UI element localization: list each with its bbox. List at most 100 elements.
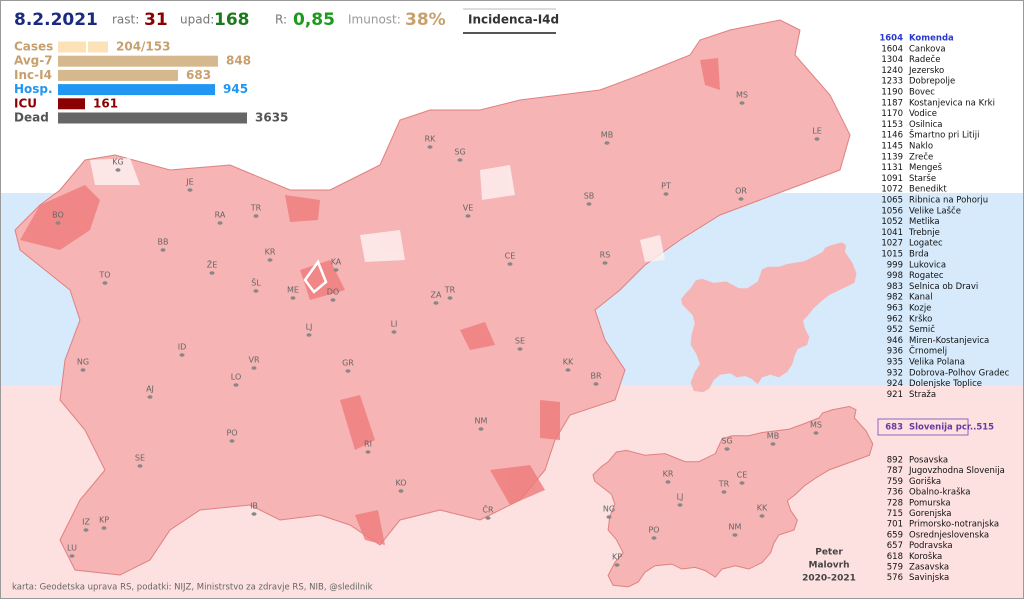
place-marker — [209, 271, 215, 275]
place-marker — [251, 512, 257, 516]
stat-bar — [58, 69, 178, 81]
list-name: Šmartno pri Litiji — [909, 129, 979, 141]
stat-label: Avg-7 — [14, 54, 53, 68]
list-name: Selnica ob Dravi — [909, 282, 978, 292]
place-marker — [770, 442, 776, 446]
list-name: Zreče — [909, 151, 933, 162]
place-marker — [814, 137, 820, 141]
list-value: 701 — [887, 520, 903, 530]
list-name: Radeče — [909, 54, 940, 65]
stat-value: 683 — [186, 68, 211, 82]
stat-bar — [58, 98, 85, 110]
place-marker — [724, 447, 730, 451]
stat-value: 3635 — [255, 111, 288, 125]
place-marker — [398, 489, 404, 493]
list-name: Velike Lašče — [909, 205, 961, 216]
list-value: 982 — [887, 293, 903, 303]
list-name: Podravska — [909, 541, 953, 551]
stat-bar — [58, 112, 247, 124]
place-label: ČR — [482, 504, 494, 515]
list-value: 1146 — [881, 131, 903, 141]
place-label: KP — [612, 553, 622, 562]
list-value: 659 — [887, 530, 903, 540]
place-label: OR — [735, 187, 747, 196]
place-marker — [721, 490, 727, 494]
place-marker — [565, 368, 571, 372]
mode: Incidenca-I4d — [468, 13, 559, 27]
place-marker — [330, 298, 336, 302]
list-name: Logatec — [909, 239, 943, 249]
place-marker — [267, 258, 273, 262]
list-value: 1052 — [881, 217, 903, 227]
list-name: Bovec — [909, 88, 935, 98]
list-value: 999 — [887, 260, 903, 270]
r: 0,85 — [293, 10, 335, 30]
place-label: DO — [327, 288, 339, 297]
place-label: TR — [250, 204, 262, 213]
place-label: LO — [231, 373, 241, 382]
place-label: KK — [757, 504, 768, 513]
list-name: Cankova — [909, 44, 946, 54]
stat-value: 945 — [223, 82, 248, 96]
list-name: Savinjska — [909, 573, 949, 583]
list-name: Dobrova-Polhov Gradec — [909, 368, 1010, 378]
place-label: JE — [185, 178, 193, 187]
list-value: 618 — [887, 552, 903, 562]
place-label: TR — [718, 480, 730, 489]
place-marker — [739, 481, 745, 485]
place-marker — [253, 289, 259, 293]
list-name: Trebnje — [908, 228, 940, 238]
list-name: Goriška — [909, 476, 941, 487]
date: 8.2.2021 — [14, 10, 98, 30]
place-label: KP — [99, 516, 109, 525]
list-name: Rogatec — [909, 271, 944, 281]
place-marker — [478, 427, 484, 431]
list-value: 1187 — [881, 98, 903, 108]
place-label: MB — [601, 131, 613, 140]
place-label: VE — [463, 204, 474, 213]
place-label: LJ — [677, 493, 684, 502]
list-value: 935 — [887, 358, 903, 368]
place-marker — [665, 480, 671, 484]
list-value: 946 — [887, 336, 903, 346]
stat-label: Hosp. — [14, 82, 53, 96]
list-value: 924 — [887, 379, 903, 389]
national-name: Slovenija pcr..515 — [909, 423, 994, 433]
r-label: R: — [275, 13, 287, 27]
place-label: ID — [178, 343, 187, 352]
list-value: 962 — [887, 314, 903, 324]
list-value: 787 — [887, 466, 903, 476]
place-label: CE — [505, 252, 516, 261]
place-marker — [365, 450, 371, 454]
place-marker — [345, 369, 351, 373]
list-value: 1091 — [881, 174, 903, 184]
place-marker — [602, 261, 608, 265]
list-name: Miren-Kostanjevica — [909, 336, 989, 346]
place-marker — [433, 301, 439, 305]
list-value: 998 — [887, 271, 903, 281]
map-light-areas — [90, 158, 665, 262]
place-marker — [179, 353, 185, 357]
list-name: Kanal — [909, 293, 933, 303]
list-name: Osrednjeslovenska — [909, 530, 989, 540]
place-marker — [290, 296, 296, 300]
list-name: Semič — [909, 324, 935, 335]
place-marker — [333, 268, 339, 272]
author: Peter — [815, 548, 843, 558]
place-label: BB — [158, 238, 169, 247]
list-value: 892 — [887, 456, 903, 466]
place-marker — [55, 221, 61, 225]
place-label: MS — [810, 421, 822, 430]
place-label: MB — [767, 432, 779, 441]
place-label: SG — [454, 148, 465, 157]
list-name: Zasavska — [909, 563, 949, 573]
list-value: 921 — [887, 390, 903, 400]
place-label: TR — [444, 286, 456, 295]
place-marker — [83, 528, 89, 532]
place-label: BO — [52, 211, 64, 220]
place-label: KO — [395, 479, 406, 488]
list-value: 1304 — [881, 55, 903, 65]
place-marker — [147, 395, 153, 399]
credits: karta: Geodetska uprava RS, podatki: NIJ… — [12, 583, 373, 593]
